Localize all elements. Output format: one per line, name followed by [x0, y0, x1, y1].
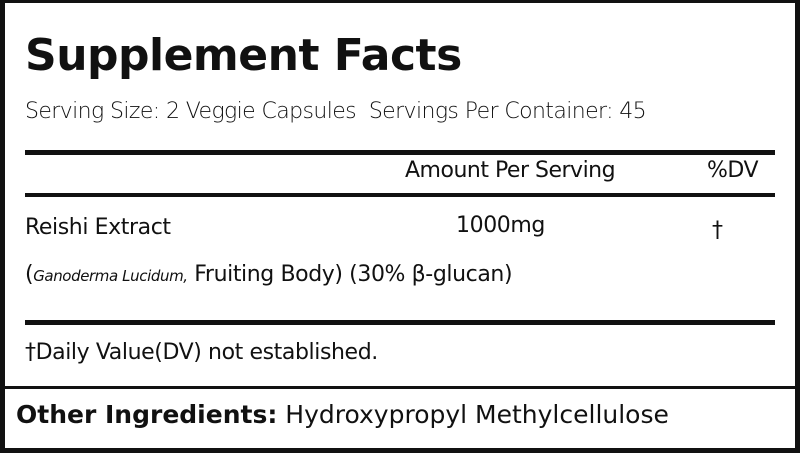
detail-rest: Fruiting Body) (30% β-glucan) — [187, 262, 513, 287]
ingredient-amount: 1000mg — [456, 213, 545, 238]
section-divider — [0, 386, 800, 389]
thick-divider — [25, 150, 775, 155]
amount-header: Amount Per Serving — [405, 158, 616, 183]
ingredient-detail: (Ganoderma Lucidum, Fruiting Body) (30% … — [25, 262, 513, 287]
other-ingredients-value: Hydroxypropyl Methylcellulose — [285, 400, 669, 429]
other-ingredients: Other Ingredients: Hydroxypropyl Methylc… — [16, 400, 669, 429]
serving-size: Serving Size: 2 Veggie Capsules — [25, 99, 357, 124]
serving-info: Serving Size: 2 Veggie Capsules Servings… — [25, 99, 647, 124]
servings-per-container: Servings Per Container: 45 — [368, 99, 647, 124]
header-divider — [25, 193, 775, 197]
ingredient-dv: † — [712, 218, 723, 243]
label-title: Supplement Facts — [25, 30, 462, 81]
ingredient-name: Reishi Extract — [25, 215, 171, 240]
species-name: Ganoderma Lucidum, — [33, 267, 188, 285]
other-ingredients-label: Other Ingredients: — [16, 400, 278, 429]
detail-paren: ( — [25, 262, 34, 287]
footnote: †Daily Value(DV) not established. — [25, 340, 378, 365]
thick-divider-bottom — [25, 320, 775, 325]
dv-header: %DV — [707, 158, 759, 183]
